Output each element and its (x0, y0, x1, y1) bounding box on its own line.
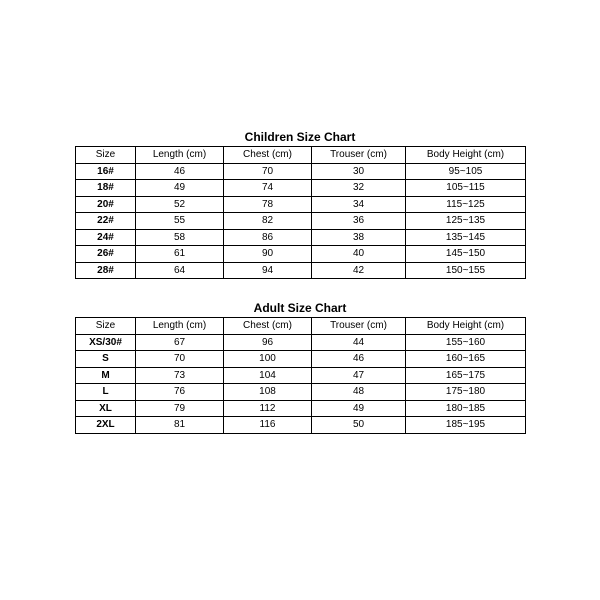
cell-height: 135~145 (406, 229, 526, 246)
cell-length: 73 (136, 367, 224, 384)
table-row: 2XL 81 116 50 185~195 (76, 417, 526, 434)
col-header-size: Size (76, 318, 136, 335)
cell-trouser: 49 (312, 400, 406, 417)
cell-height: 105~115 (406, 180, 526, 197)
col-header-chest: Chest (cm) (224, 147, 312, 164)
cell-trouser: 44 (312, 334, 406, 351)
adult-chart-title: Adult Size Chart (75, 301, 525, 315)
cell-size: 28# (76, 262, 136, 279)
cell-size: L (76, 384, 136, 401)
table-header-row: Size Length (cm) Chest (cm) Trouser (cm)… (76, 318, 526, 335)
table-row: 18# 49 74 32 105~115 (76, 180, 526, 197)
cell-height: 185~195 (406, 417, 526, 434)
table-row: 22# 55 82 36 125~135 (76, 213, 526, 230)
cell-trouser: 34 (312, 196, 406, 213)
cell-height: 125~135 (406, 213, 526, 230)
cell-length: 81 (136, 417, 224, 434)
cell-height: 155~160 (406, 334, 526, 351)
cell-trouser: 30 (312, 163, 406, 180)
table-row: S 70 100 46 160~165 (76, 351, 526, 368)
cell-chest: 104 (224, 367, 312, 384)
table-row: 20# 52 78 34 115~125 (76, 196, 526, 213)
cell-length: 79 (136, 400, 224, 417)
children-size-chart-block: Children Size Chart Size Length (cm) Che… (75, 130, 525, 279)
cell-length: 67 (136, 334, 224, 351)
table-row: XL 79 112 49 180~185 (76, 400, 526, 417)
cell-chest: 78 (224, 196, 312, 213)
table-row: M 73 104 47 165~175 (76, 367, 526, 384)
size-charts-page: Children Size Chart Size Length (cm) Che… (0, 0, 600, 600)
cell-length: 61 (136, 246, 224, 263)
cell-chest: 86 (224, 229, 312, 246)
cell-length: 58 (136, 229, 224, 246)
cell-length: 49 (136, 180, 224, 197)
cell-chest: 70 (224, 163, 312, 180)
cell-size: XS/30# (76, 334, 136, 351)
cell-chest: 112 (224, 400, 312, 417)
cell-trouser: 48 (312, 384, 406, 401)
cell-length: 55 (136, 213, 224, 230)
cell-height: 165~175 (406, 367, 526, 384)
cell-length: 46 (136, 163, 224, 180)
cell-length: 70 (136, 351, 224, 368)
cell-size: 24# (76, 229, 136, 246)
col-header-trouser: Trouser (cm) (312, 318, 406, 335)
cell-trouser: 50 (312, 417, 406, 434)
cell-size: M (76, 367, 136, 384)
cell-size: 22# (76, 213, 136, 230)
col-header-length: Length (cm) (136, 318, 224, 335)
cell-chest: 100 (224, 351, 312, 368)
cell-height: 150~155 (406, 262, 526, 279)
cell-trouser: 46 (312, 351, 406, 368)
children-size-table: Size Length (cm) Chest (cm) Trouser (cm)… (75, 146, 526, 279)
cell-height: 180~185 (406, 400, 526, 417)
cell-size: 26# (76, 246, 136, 263)
cell-chest: 108 (224, 384, 312, 401)
cell-trouser: 47 (312, 367, 406, 384)
cell-size: 2XL (76, 417, 136, 434)
table-header-row: Size Length (cm) Chest (cm) Trouser (cm)… (76, 147, 526, 164)
cell-chest: 94 (224, 262, 312, 279)
table-row: 24# 58 86 38 135~145 (76, 229, 526, 246)
cell-size: 18# (76, 180, 136, 197)
table-row: 28# 64 94 42 150~155 (76, 262, 526, 279)
cell-height: 95~105 (406, 163, 526, 180)
cell-length: 76 (136, 384, 224, 401)
cell-size: S (76, 351, 136, 368)
cell-size: 20# (76, 196, 136, 213)
table-row: 16# 46 70 30 95~105 (76, 163, 526, 180)
cell-chest: 82 (224, 213, 312, 230)
cell-height: 115~125 (406, 196, 526, 213)
table-row: L 76 108 48 175~180 (76, 384, 526, 401)
cell-trouser: 38 (312, 229, 406, 246)
cell-chest: 90 (224, 246, 312, 263)
col-header-size: Size (76, 147, 136, 164)
col-header-chest: Chest (cm) (224, 318, 312, 335)
cell-trouser: 32 (312, 180, 406, 197)
cell-length: 64 (136, 262, 224, 279)
col-header-height: Body Height (cm) (406, 147, 526, 164)
adult-size-table: Size Length (cm) Chest (cm) Trouser (cm)… (75, 317, 526, 434)
cell-chest: 96 (224, 334, 312, 351)
col-header-trouser: Trouser (cm) (312, 147, 406, 164)
col-header-length: Length (cm) (136, 147, 224, 164)
cell-length: 52 (136, 196, 224, 213)
cell-chest: 116 (224, 417, 312, 434)
cell-size: 16# (76, 163, 136, 180)
cell-height: 175~180 (406, 384, 526, 401)
cell-trouser: 42 (312, 262, 406, 279)
cell-chest: 74 (224, 180, 312, 197)
table-row: 26# 61 90 40 145~150 (76, 246, 526, 263)
cell-trouser: 40 (312, 246, 406, 263)
children-chart-title: Children Size Chart (75, 130, 525, 144)
col-header-height: Body Height (cm) (406, 318, 526, 335)
adult-size-chart-block: Adult Size Chart Size Length (cm) Chest … (75, 301, 525, 434)
table-row: XS/30# 67 96 44 155~160 (76, 334, 526, 351)
cell-trouser: 36 (312, 213, 406, 230)
cell-height: 160~165 (406, 351, 526, 368)
cell-size: XL (76, 400, 136, 417)
cell-height: 145~150 (406, 246, 526, 263)
